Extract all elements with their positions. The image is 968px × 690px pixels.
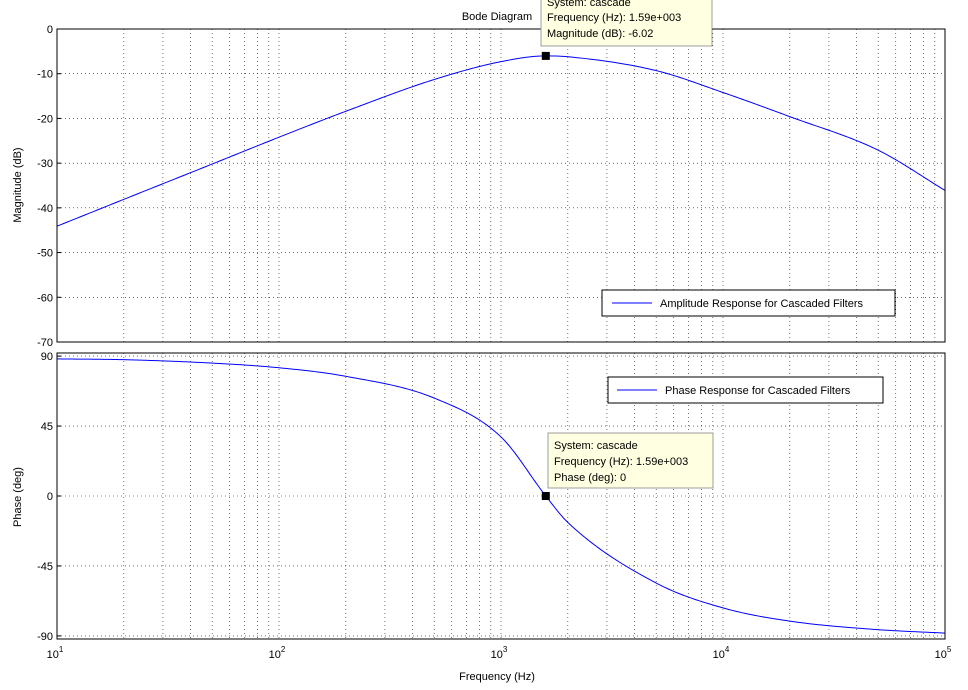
phase-datatip-line-2: Frequency (Hz): 1.59e+003 (554, 456, 688, 468)
phase-grid (57, 353, 945, 639)
phase-axes: 90 45 0 -45 -90 Phase (deg) Phase Response f… (12, 351, 946, 643)
amplitude-response-line (56, 55, 946, 227)
magnitude-y-label: Magnitude (dB) (12, 147, 24, 222)
phase-datatip-marker[interactable] (541, 492, 550, 500)
magnitude-datatip-line-2: Frequency (Hz): 1.59e+003 (547, 12, 681, 24)
phase-legend[interactable]: Phase Response for Cascaded Filters (607, 376, 884, 404)
y-tick-label: -10 (37, 69, 53, 81)
y-tick-label: -40 (37, 203, 53, 215)
y-tick-label: -45 (37, 561, 53, 573)
frequency-x-label: Frequency (Hz) (459, 671, 535, 683)
phase-y-label: Phase (deg) (12, 467, 24, 527)
phase-datatip-line-1: System: cascade (554, 440, 638, 452)
phase-response-line (56, 358, 946, 634)
magnitude-datatip-line-1: System: cascade (547, 0, 631, 9)
magnitude-y-ticks: 0 -10 -20 -30 -40 -50 -60 -70 (37, 24, 61, 349)
x-tick-label: 104 (713, 645, 730, 661)
y-tick-label: 0 (47, 24, 53, 36)
y-tick-label: -30 (37, 158, 53, 170)
y-tick-label: 90 (41, 351, 53, 363)
y-tick-label: -60 (37, 292, 53, 304)
amplitude-legend-label: Amplitude Response for Cascaded Filters (660, 298, 863, 310)
x-tick-label: 103 (491, 645, 508, 661)
phase-datatip-line-3: Phase (deg): 0 (554, 472, 626, 484)
phase-datatip[interactable]: System: cascade Frequency (Hz): 1.59e+00… (541, 432, 714, 500)
y-tick-label: -90 (37, 631, 53, 643)
magnitude-datatip-marker[interactable] (541, 51, 550, 60)
magnitude-axes: 0 -10 -20 -30 -40 -50 -60 -70 Magnitude (dB) Am… (12, 24, 946, 349)
magnitude-datatip-line-3: Magnitude (dB): -6.02 (547, 28, 653, 40)
phase-y-ticks: 90 45 0 -45 -90 (37, 351, 61, 643)
y-tick-label: -20 (37, 113, 53, 125)
x-tick-label: 105 (935, 645, 952, 661)
x-tick-label: 101 (47, 645, 64, 661)
chart-title: Bode Diagram (462, 11, 532, 23)
y-tick-label: 0 (47, 491, 53, 503)
y-tick-label: 45 (41, 421, 53, 433)
phase-legend-label: Phase Response for Cascaded Filters (665, 385, 851, 397)
magnitude-datatip[interactable]: System: cascade Frequency (Hz): 1.59e+00… (540, 0, 713, 60)
y-tick-label: -70 (37, 337, 53, 349)
y-tick-label: -50 (37, 248, 53, 260)
x-tick-label: 102 (269, 645, 286, 661)
frequency-x-ticks: 101 102 103 104 105 (47, 645, 952, 661)
amplitude-legend[interactable]: Amplitude Response for Cascaded Filters (601, 289, 896, 317)
